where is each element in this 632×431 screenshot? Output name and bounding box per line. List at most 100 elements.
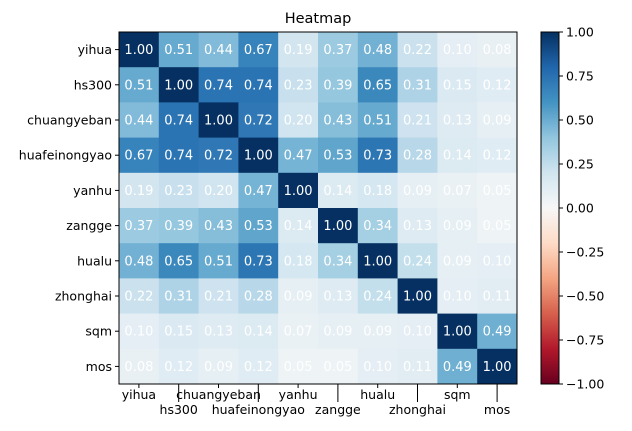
cell-value-label: 0.47 bbox=[284, 149, 313, 164]
heatmap-cell bbox=[278, 172, 319, 209]
cell-value-label: 0.28 bbox=[403, 149, 432, 164]
heatmap-cell bbox=[397, 102, 438, 139]
heatmap-cell bbox=[119, 32, 160, 68]
cell-value-label: 0.21 bbox=[403, 114, 432, 129]
heatmap-cell bbox=[158, 102, 200, 139]
cell-value-label: 0.72 bbox=[244, 114, 273, 129]
cell-value-label: 0.73 bbox=[363, 149, 392, 164]
heatmap-cell bbox=[238, 32, 279, 68]
cell-value-label: 0.48 bbox=[363, 43, 392, 58]
cell-value-label: 0.10 bbox=[403, 325, 432, 340]
heatmap-cell bbox=[397, 172, 438, 209]
cell-value-label: 0.51 bbox=[363, 114, 392, 129]
cell-value-label: 0.09 bbox=[363, 325, 392, 340]
heatmap-cell bbox=[318, 102, 359, 139]
heatmap-cell bbox=[477, 137, 518, 174]
cell-value-label: 0.12 bbox=[483, 149, 512, 164]
heatmap-cell bbox=[357, 243, 399, 279]
cell-value-label: 0.11 bbox=[403, 360, 432, 375]
cell-value-label: 0.37 bbox=[323, 43, 352, 58]
heatmap-cell bbox=[238, 67, 279, 103]
heatmap-cell bbox=[437, 172, 478, 209]
cell-value-label: 0.37 bbox=[124, 219, 153, 234]
cell-value-label: 0.53 bbox=[323, 149, 352, 164]
cell-value-label: 0.20 bbox=[204, 184, 233, 199]
cell-value-label: 0.05 bbox=[323, 360, 352, 375]
cell-value-label: 1.00 bbox=[204, 114, 233, 129]
heatmap-cell bbox=[318, 243, 359, 279]
x-tick-label: hualu bbox=[360, 387, 395, 402]
heatmap-cell bbox=[357, 102, 399, 139]
cell-value-label: 0.24 bbox=[363, 290, 392, 305]
y-tick-label: zangge bbox=[66, 218, 112, 233]
cell-value-label: 0.44 bbox=[124, 114, 153, 129]
cell-value-label: 1.00 bbox=[244, 149, 273, 164]
y-tick-label: sqm bbox=[85, 324, 112, 339]
heatmap-cell bbox=[238, 137, 279, 174]
heatmap-cell bbox=[437, 348, 478, 385]
heatmap-cell bbox=[397, 278, 438, 315]
heatmap-cell bbox=[278, 348, 319, 385]
cell-value-label: 0.13 bbox=[403, 219, 432, 234]
cell-value-label: 1.00 bbox=[124, 43, 153, 58]
heatmap-cell bbox=[318, 172, 359, 209]
heatmap-cell bbox=[477, 32, 518, 68]
heatmap-cell bbox=[278, 137, 319, 174]
cell-value-label: 0.07 bbox=[443, 184, 472, 199]
colorbar-tick-label: −0.50 bbox=[566, 289, 604, 304]
heatmap-cell bbox=[158, 137, 200, 174]
y-tick-label: hualu bbox=[77, 253, 112, 268]
cell-value-label: 0.18 bbox=[363, 184, 392, 199]
x-tick-label: zangge bbox=[315, 402, 361, 417]
heatmap-cell bbox=[357, 67, 399, 103]
heatmap-cell bbox=[119, 208, 160, 244]
heatmap-cell bbox=[158, 32, 200, 68]
cell-value-label: 0.22 bbox=[124, 290, 153, 305]
heatmap-cell bbox=[318, 67, 359, 103]
cell-value-label: 0.05 bbox=[483, 184, 512, 199]
heatmap-cell bbox=[318, 208, 359, 244]
cell-value-label: 0.49 bbox=[483, 325, 512, 340]
cell-value-label: 0.74 bbox=[244, 78, 273, 93]
x-tick-label: mos bbox=[484, 402, 510, 417]
colorbar bbox=[540, 31, 560, 385]
colorbar-tick-label: 0.75 bbox=[566, 69, 594, 84]
heatmap-cell bbox=[477, 278, 518, 315]
heatmap-cell bbox=[397, 313, 438, 350]
x-tick-label: hs300 bbox=[160, 402, 198, 417]
heatmap-cell bbox=[198, 67, 239, 103]
x-tick-label: chuangyeban bbox=[176, 387, 261, 402]
heatmap-cell bbox=[318, 278, 359, 315]
heatmap-cell bbox=[437, 102, 478, 139]
cell-value-label: 0.22 bbox=[403, 43, 432, 58]
cell-value-label: 0.09 bbox=[443, 254, 472, 269]
cell-value-label: 0.09 bbox=[204, 360, 233, 375]
cell-value-label: 0.48 bbox=[124, 254, 153, 269]
cell-value-label: 1.00 bbox=[284, 184, 313, 199]
cell-value-label: 0.31 bbox=[164, 290, 193, 305]
heatmap-cell bbox=[477, 348, 518, 385]
heatmap-cell bbox=[198, 208, 239, 244]
cell-value-label: 0.44 bbox=[204, 43, 233, 58]
heatmap-cell bbox=[198, 32, 239, 68]
heatmap-cell bbox=[158, 348, 200, 385]
heatmap-cell bbox=[357, 208, 399, 244]
colorbar-tick-label: −0.75 bbox=[566, 333, 604, 348]
heatmap-cell bbox=[158, 278, 200, 315]
heatmap-cell bbox=[318, 313, 359, 350]
cell-value-label: 0.19 bbox=[284, 43, 313, 58]
cell-value-label: 0.51 bbox=[124, 78, 153, 93]
y-tick-label: hs300 bbox=[74, 77, 112, 92]
y-tick-label: zhonghai bbox=[55, 289, 112, 304]
colorbar-tick-label: 0.25 bbox=[566, 157, 594, 172]
heatmap-cell bbox=[437, 278, 478, 315]
heatmap-cell bbox=[278, 243, 319, 279]
cell-value-label: 0.15 bbox=[164, 325, 193, 340]
cell-value-label: 0.18 bbox=[284, 254, 313, 269]
y-axis: yihua hs300 chuangyeban huafeinongyao yanhu z… bbox=[19, 42, 119, 374]
y-tick-label: mos bbox=[86, 359, 112, 374]
cell-value-label: 0.21 bbox=[204, 290, 233, 305]
cell-value-label: 0.09 bbox=[323, 325, 352, 340]
heatmap-cell bbox=[397, 67, 438, 103]
chart-title: Heatmap bbox=[285, 11, 352, 27]
